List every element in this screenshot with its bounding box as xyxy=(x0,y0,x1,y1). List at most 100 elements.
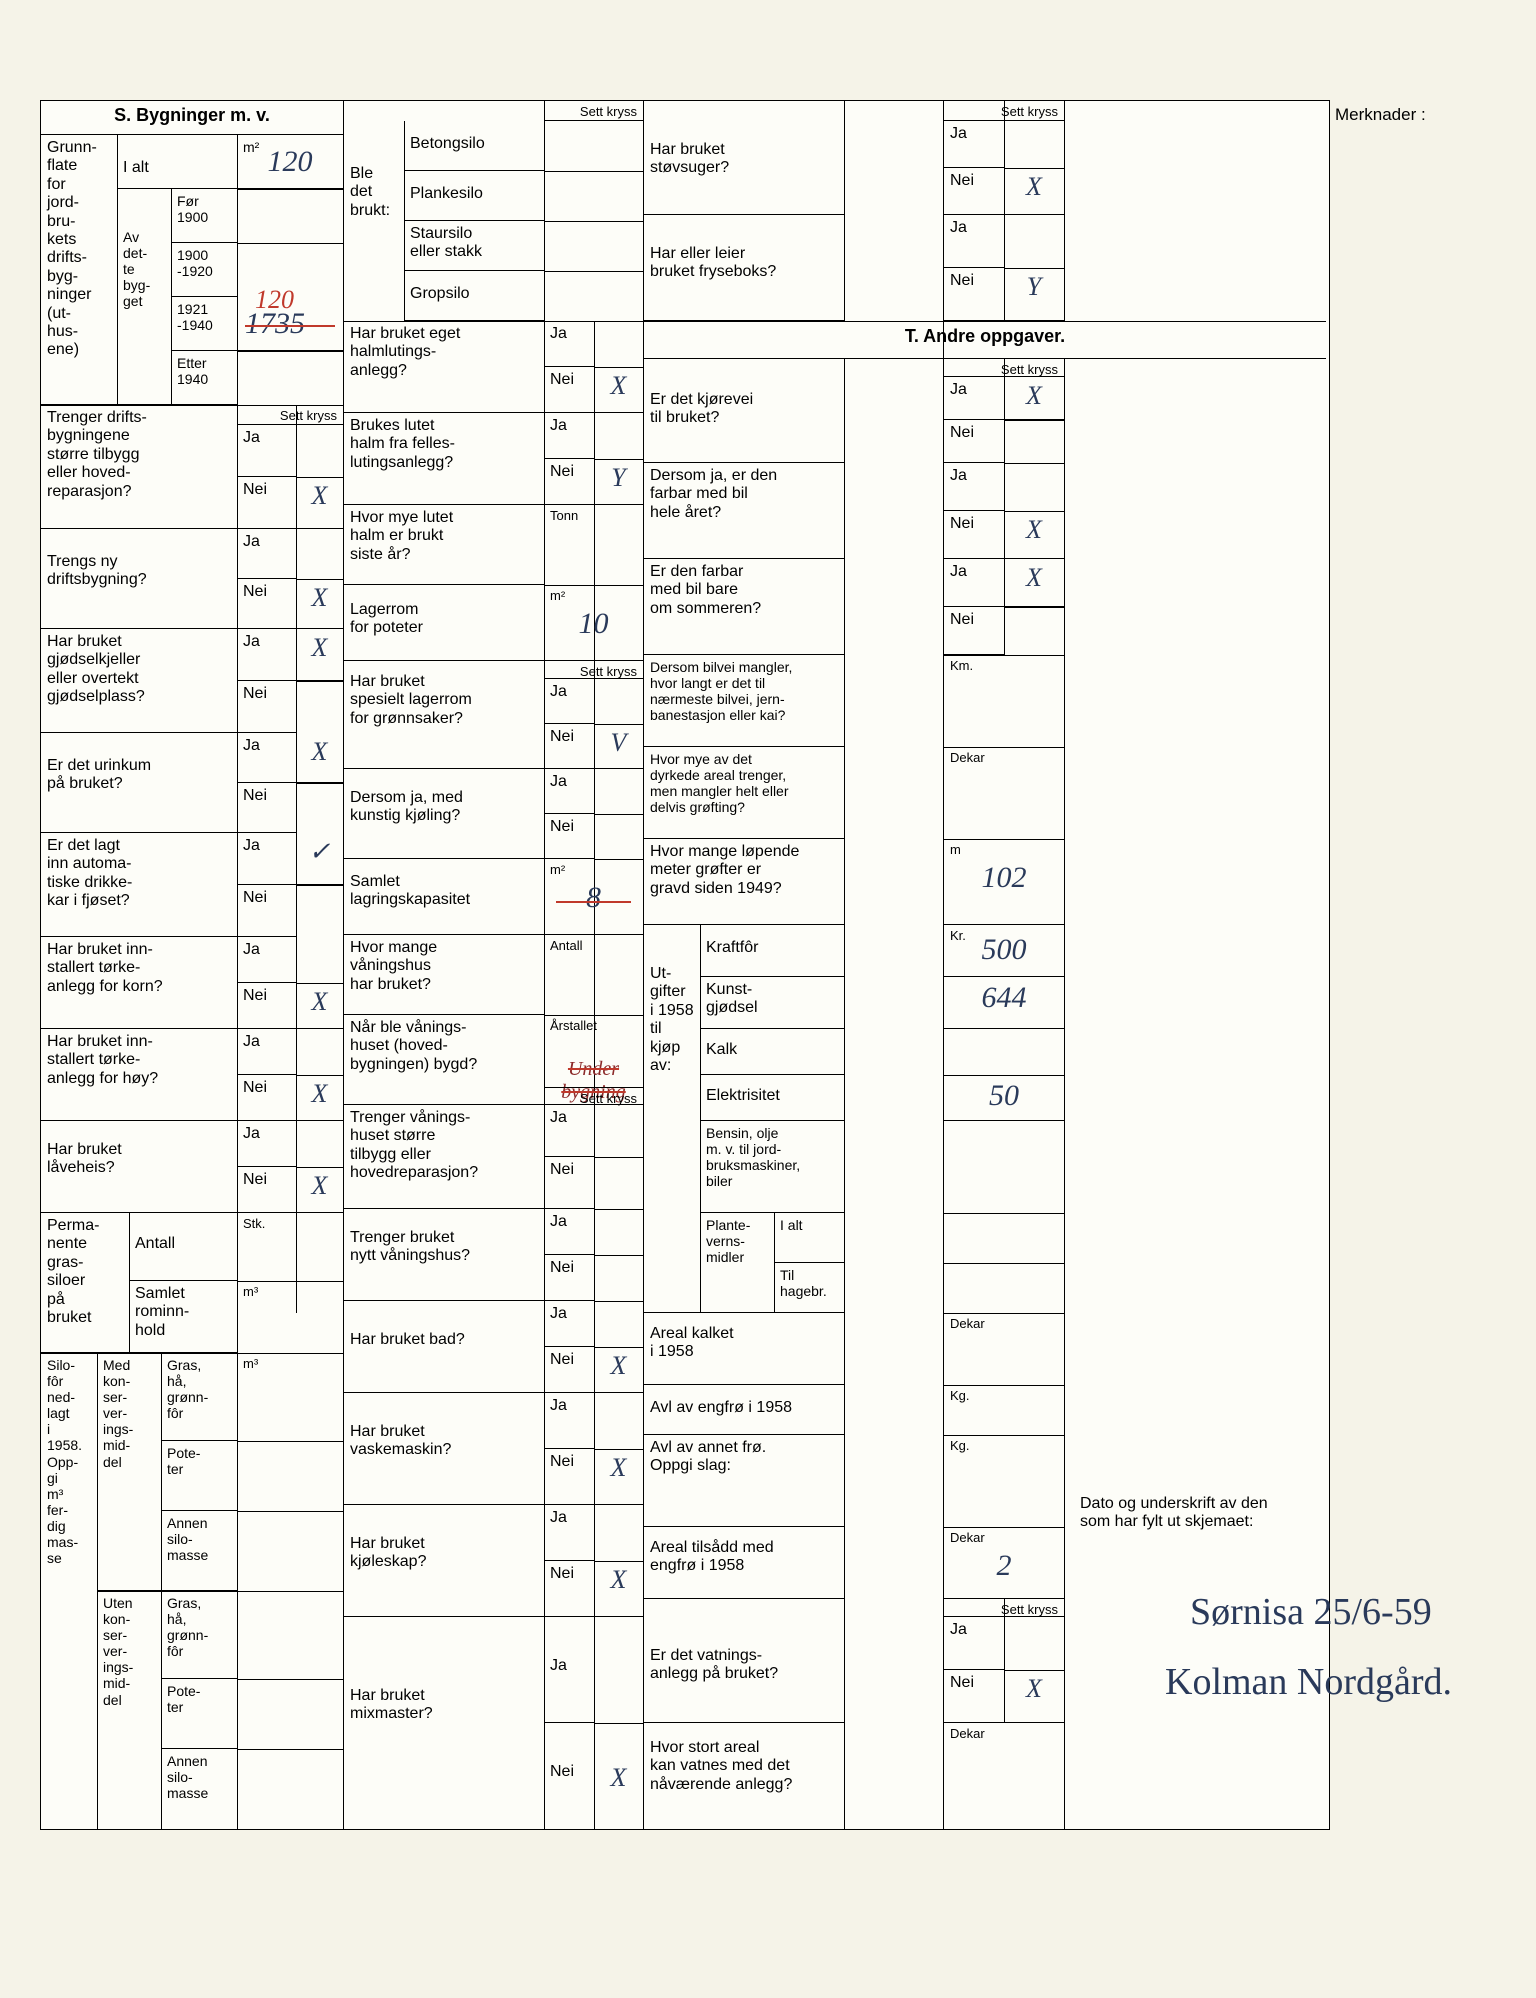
q6-nei-x: X xyxy=(296,983,343,1029)
q5-ja-x: ✓ xyxy=(296,833,343,885)
utg-kraftfor: Kraftfôr xyxy=(700,925,844,977)
c3q2-nei: Nei xyxy=(944,268,1004,321)
c2q12-nei: Nei xyxy=(544,1347,594,1393)
q8-nei: Nei xyxy=(237,1167,296,1213)
silo-uten: Uten kon- ser- ver- ings- mid- del xyxy=(97,1591,161,1829)
period-3-cell: 120 1735 xyxy=(237,287,343,351)
c2q15-nei: Nei xyxy=(544,1723,594,1829)
staursilo: Staursilo eller stakk xyxy=(404,221,544,271)
c3q3-ja: Ja xyxy=(944,377,1004,420)
q-drikkekar: Er det lagt inn automa- tiske drikke- ka… xyxy=(41,833,237,937)
c2q4-val: 10 xyxy=(544,603,643,661)
q-torke-hoy: Har bruket inn- stallert tørke- anlegg f… xyxy=(41,1029,237,1121)
utg-ialt: I alt xyxy=(774,1213,844,1263)
c2q12-nei-x: X xyxy=(594,1347,643,1393)
c2q4-unit: m² xyxy=(544,585,643,603)
q-farbar-sommer: Er den farbar med bil bare om sommeren? xyxy=(644,559,844,655)
c2q5-nei: Nei xyxy=(544,724,594,769)
q-areal-kalket: Areal kalket i 1958 xyxy=(644,1313,844,1385)
c2q6-ja: Ja xyxy=(544,769,594,814)
q-drifts-tilbygg: Trenger drifts- bygningene større tilbyg… xyxy=(41,405,237,529)
q2-nei: Nei xyxy=(237,579,296,629)
perm-m3: m³ xyxy=(237,1281,343,1299)
q-ny-driftsbygning: Trengs ny driftsbygning? xyxy=(41,529,237,629)
c3q3-nei: Nei xyxy=(944,420,1004,463)
q-halmlutings: Har bruket eget halmlutings- anlegg? xyxy=(344,321,544,413)
q-lager-gronn: Har bruket spesielt lagerrom for grønnsa… xyxy=(344,661,544,769)
c3q13-sett: Sett kryss xyxy=(944,1599,1064,1617)
q1-nei: Nei xyxy=(237,477,296,529)
q-avl-engfro: Avl av engfrø i 1958 xyxy=(644,1385,844,1435)
c2q11-nei: Nei xyxy=(544,1255,594,1301)
utg-v2: 644 xyxy=(944,977,1064,1029)
utg-hagebr: Til hagebr. xyxy=(774,1263,844,1313)
q8-nei-x: X xyxy=(296,1167,343,1213)
c2q14-nei: Nei xyxy=(544,1561,594,1617)
column-3: Har bruket støvsuger? Har eller leier br… xyxy=(644,101,944,1829)
c2q5-sett: Sett kryss xyxy=(544,661,643,679)
q1-nei-x: X xyxy=(296,477,343,529)
c3q1-nei-x: X xyxy=(1004,168,1064,215)
c3q5-ja-x: X xyxy=(1004,559,1064,607)
column-4: Sett kryss Ja Nei X Ja Nei Y Sett kryss … xyxy=(944,101,1327,1829)
utg-elektrisitet: Elektrisitet xyxy=(700,1075,844,1121)
column-s: S. Bygninger m. v. Grunn- flate for jord… xyxy=(41,101,344,1829)
q-torke-korn: Har bruket inn- stallert tørke- anlegg f… xyxy=(41,937,237,1029)
period-1: Før 1900 xyxy=(171,189,237,243)
period-2: 1900 -1920 xyxy=(171,243,237,297)
c3q8-val: 102 xyxy=(944,857,1064,925)
q-grofter-gravd: Hvor mange løpende meter grøfter er grav… xyxy=(644,839,844,925)
perm-antall: Antall xyxy=(129,1231,237,1281)
c3q9-unit: Dekar xyxy=(944,1313,1064,1331)
sett-kryss-1: Sett kryss xyxy=(237,405,343,425)
c2q5-ja: Ja xyxy=(544,679,594,724)
q-lager-poteter: Lagerrom for poteter xyxy=(344,585,544,661)
c3q14-unit: Dekar xyxy=(944,1723,1064,1741)
q-vatnes-areal: Hvor stort areal kan vatnes med det nåvæ… xyxy=(644,1723,844,1829)
c3q4-nei: Nei xyxy=(944,511,1004,559)
utg-v4: 50 xyxy=(944,1075,1064,1121)
ble-det-brukt: Ble det brukt: xyxy=(344,161,404,321)
c2q13-ja: Ja xyxy=(544,1393,594,1449)
c3q10-unit: Kg. xyxy=(944,1385,1064,1403)
silo-label: Silo- fôr ned- lagt i 1958. Opp- gi m³ f… xyxy=(41,1353,97,1829)
c2q9-val: Under bygning xyxy=(544,1031,643,1087)
period-3: 1921 -1940 xyxy=(171,297,237,351)
q-bilvei-mangler: Dersom bilvei mangler, hvor langt er det… xyxy=(644,655,844,747)
utg-bensin: Bensin, olje m. v. til jord- bruksmaskin… xyxy=(700,1121,844,1213)
grunnflate-label: Grunn- flate for jord- bru- kets drifts-… xyxy=(41,135,117,405)
c2q7-unit: m² xyxy=(544,859,643,877)
q-vaskemaskin: Har bruket vaskemaskin? xyxy=(344,1393,544,1505)
ialt-label: I alt xyxy=(117,155,237,189)
silo-m3: m³ xyxy=(237,1353,343,1371)
c3q11-unit: Kg. xyxy=(944,1435,1064,1453)
c2q5-nei-x: V xyxy=(594,724,643,769)
q5-ja: Ja xyxy=(237,833,296,885)
c3q1-nei: Nei xyxy=(944,168,1004,215)
q-samlet-lagring: Samlet lagringskapasitet xyxy=(344,859,544,935)
c3q12-val: 2 xyxy=(944,1545,1064,1599)
silo-uten-g2: Pote- ter xyxy=(161,1679,237,1749)
silo-med-g3: Annen silo- masse xyxy=(161,1511,237,1591)
q-vaningshus-tilbygg: Trenger vånings- huset større tilbygg el… xyxy=(344,1105,544,1209)
utg-v1: 500 xyxy=(944,925,1064,977)
q6-ja: Ja xyxy=(237,937,296,983)
q-vatningsanlegg: Er det vatnings- anlegg på bruket? xyxy=(644,1617,844,1723)
q-mixmaster: Har bruket mixmaster? xyxy=(344,1617,544,1829)
c2q10-nei: Nei xyxy=(544,1157,594,1209)
c4-sett2: Sett kryss xyxy=(944,359,1064,377)
utgifter-label: Ut- gifter i 1958 til kjøp av: xyxy=(644,925,700,1313)
q-lutet-halm: Hvor mye lutet halm er brukt siste år? xyxy=(344,505,544,585)
silo-med-g2: Pote- ter xyxy=(161,1441,237,1511)
q-kjorevei: Er det kjørevei til bruket? xyxy=(644,377,844,463)
q-nytt-vaningshus: Trenger bruket nytt våningshus? xyxy=(344,1209,544,1301)
q7-ja: Ja xyxy=(237,1029,296,1075)
c3q5-ja: Ja xyxy=(944,559,1004,607)
c3q13-nei-x: X xyxy=(1004,1670,1064,1723)
c2q1-nei-x: X xyxy=(594,367,643,413)
c2q8-unit: Antall xyxy=(544,935,643,953)
c3q4-nei-x: X xyxy=(1004,511,1064,559)
q-kunstig-kjoling: Dersom ja, med kunstig kjøling? xyxy=(344,769,544,859)
q7-nei-x: X xyxy=(296,1075,343,1121)
c2q7-val-text: 8 xyxy=(586,881,601,914)
